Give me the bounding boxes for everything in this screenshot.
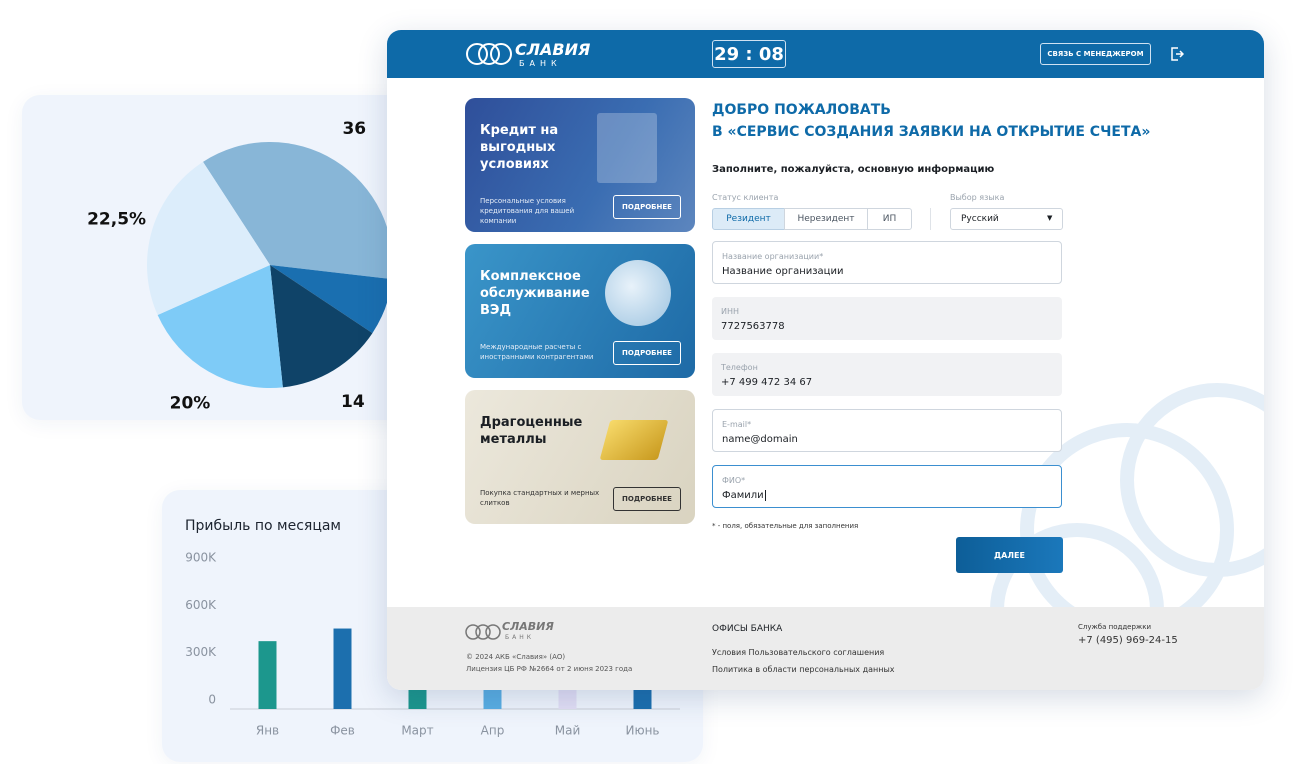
divider xyxy=(930,208,931,230)
text-field[interactable]: E-mail* name@domain xyxy=(712,409,1062,452)
pie-slice xyxy=(157,265,283,388)
logo-icon xyxy=(465,624,501,640)
field-label: Название организации* xyxy=(722,252,824,261)
select-value: Русский xyxy=(961,214,999,224)
x-tick-label: Фев xyxy=(330,724,355,738)
data-label: 22,5% xyxy=(87,210,146,230)
text-field[interactable]: Телефон +7 499 472 34 67 xyxy=(712,353,1062,396)
license: Лицензия ЦБ РФ №2664 от 2 июня 2023 года xyxy=(466,665,633,673)
gold-illustration xyxy=(599,420,669,460)
footer: СЛАВИЯ БАНК © 2024 АКБ «Славия» (АО) Лиц… xyxy=(387,607,1264,690)
submit-button[interactable]: ДАЛЕЕ xyxy=(956,537,1063,573)
data-label: 36 xyxy=(342,119,366,139)
status-option[interactable]: Нерезидент xyxy=(784,208,868,230)
field-value: 7727563778 xyxy=(721,321,785,332)
form-title: ДОБРО ПОЖАЛОВАТЬ xyxy=(712,102,891,118)
support-phone: +7 (495) 969-24-15 xyxy=(1078,635,1178,646)
card-button[interactable]: ПОДРОБНЕЕ xyxy=(613,487,681,511)
select-arrow: ▼ xyxy=(1047,214,1053,222)
promo-card: Кредит на выгодных условиях Персональные… xyxy=(465,98,695,232)
pie-slice xyxy=(270,265,373,388)
support-label: Служба поддержки xyxy=(1078,623,1152,631)
bar xyxy=(333,628,352,709)
data-label: 14 xyxy=(341,392,365,412)
promo-card: Комплексное обслуживание ВЭД Международн… xyxy=(465,244,695,378)
card-text: Международные расчеты с иностранными кон… xyxy=(480,343,594,361)
bank-window: СЛАВИЯ БАНК 29 : 08 СВЯЗЬ С МЕНЕДЖЕРОМ К… xyxy=(387,30,1264,690)
copyright: © 2024 АКБ «Славия» (АО) xyxy=(466,653,566,661)
field-label: ИНН xyxy=(721,307,740,316)
pie-chart: 36 14 20% 22,5% xyxy=(87,119,393,414)
field-value: Фамили xyxy=(722,490,766,501)
field-value: Название организации xyxy=(722,266,844,277)
y-tick-label: 0 xyxy=(208,693,216,707)
field-label: E-mail* xyxy=(722,420,752,429)
logout-icon[interactable] xyxy=(1170,47,1184,61)
x-tick-label: Март xyxy=(401,724,433,738)
x-tick-label: Янв xyxy=(256,724,279,738)
status-option[interactable]: Резидент xyxy=(712,208,785,230)
language-select[interactable]: Русский ▼ xyxy=(950,208,1063,230)
field-label: Статус клиента xyxy=(712,193,779,202)
form-note: * - поля, обязательные для заполнения xyxy=(712,522,859,530)
data-label: 20% xyxy=(170,394,211,414)
card-text: Покупка стандартных и мерных слитков xyxy=(480,489,600,507)
y-tick-label: 300K xyxy=(185,645,217,659)
pie-slice xyxy=(203,142,393,280)
form-subtitle: Заполните, пожалуйста, основную информац… xyxy=(712,164,995,175)
session-timer: 29 : 08 xyxy=(712,40,786,68)
document-illustration xyxy=(597,113,657,183)
pie-slice xyxy=(147,161,270,316)
logo-subtext: БАНК xyxy=(505,634,534,641)
text-field[interactable]: ФИО* Фамили xyxy=(712,465,1062,508)
footer-link[interactable]: Условия Пользовательского соглашения xyxy=(712,648,885,657)
status-option[interactable]: ИП xyxy=(867,208,912,230)
y-tick-label: 900K xyxy=(185,551,217,565)
card-title: Комплексное обслуживание ВЭД xyxy=(480,269,590,318)
manager-button[interactable]: СВЯЗЬ С МЕНЕДЖЕРОМ xyxy=(1040,43,1151,65)
bar xyxy=(258,641,277,709)
promo-card: Драгоценные металлы Покупка стандартных … xyxy=(465,390,695,524)
text-field[interactable]: Название организации* Название организац… xyxy=(712,241,1062,284)
x-tick-label: Июнь xyxy=(626,724,660,738)
pie-slice xyxy=(270,265,393,334)
logo-text: СЛАВИЯ xyxy=(515,40,591,59)
card-title: Драгоценные металлы xyxy=(480,415,583,447)
field-value: name@domain xyxy=(722,434,798,445)
logo-text: СЛАВИЯ xyxy=(502,620,554,633)
footer-heading: ОФИСЫ БАНКА xyxy=(712,624,783,634)
text-field[interactable]: ИНН 7727563778 xyxy=(712,297,1062,340)
card-title: Кредит на выгодных условиях xyxy=(480,123,559,172)
globe-illustration xyxy=(605,260,671,326)
footer-link[interactable]: Политика в области персональных данных xyxy=(712,665,895,674)
header: СЛАВИЯ БАНК 29 : 08 СВЯЗЬ С МЕНЕДЖЕРОМ xyxy=(387,30,1264,78)
card-button[interactable]: ПОДРОБНЕЕ xyxy=(613,341,681,365)
form-title: В «СЕРВИС СОЗДАНИЯ ЗАЯВКИ НА ОТКРЫТИЕ СЧ… xyxy=(712,124,1151,140)
field-label: Телефон xyxy=(721,363,758,372)
field-label: Выбор языка xyxy=(950,193,1005,202)
y-tick-label: 600K xyxy=(185,598,217,612)
logo-icon xyxy=(466,43,512,65)
chart-title: Прибыль по месяцам xyxy=(185,518,341,534)
field-label: ФИО* xyxy=(722,476,746,485)
x-tick-label: Апр xyxy=(481,724,505,738)
x-tick-label: Май xyxy=(555,724,581,738)
card-button[interactable]: ПОДРОБНЕЕ xyxy=(613,195,681,219)
field-value: +7 499 472 34 67 xyxy=(721,377,813,388)
card-text: Персональные условия кредитования для ва… xyxy=(480,197,575,225)
logo-subtext: БАНК xyxy=(519,59,562,68)
